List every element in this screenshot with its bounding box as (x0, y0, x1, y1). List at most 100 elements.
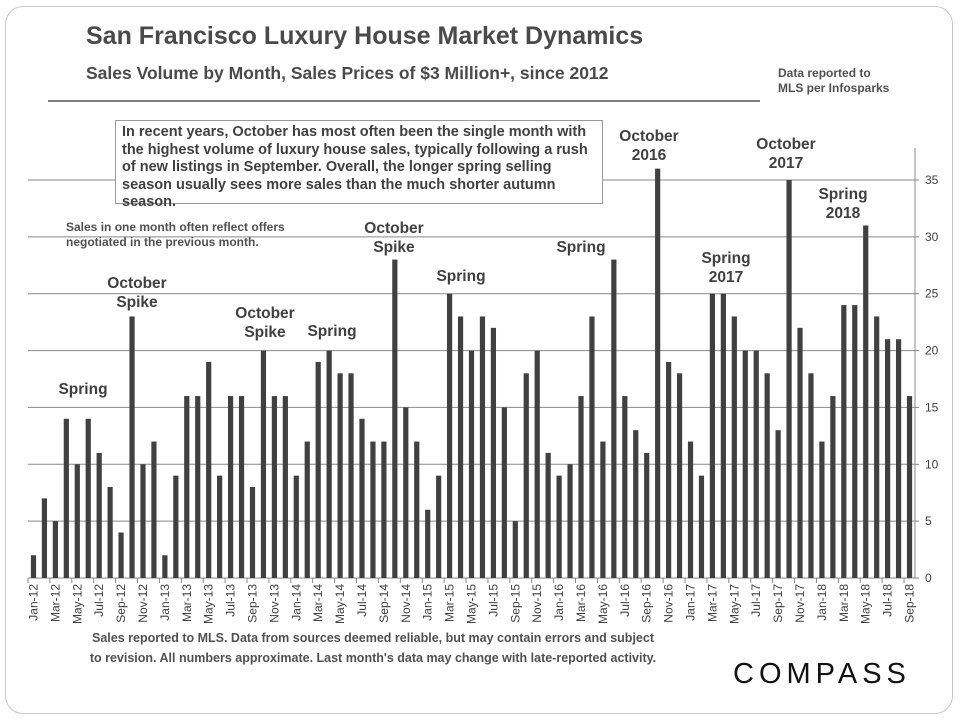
bar-Apr-16 (589, 316, 595, 578)
bar-Nov-12 (140, 464, 146, 578)
bar-Mar-17 (709, 293, 716, 578)
annotation-line: 2018 (825, 205, 861, 222)
bar-Jun-16 (611, 259, 617, 578)
bar-Mar-14 (315, 361, 321, 578)
bar-Dec-16 (676, 373, 683, 578)
bar-Nov-13 (271, 396, 277, 578)
x-tick-label: Sep-14 (377, 584, 391, 623)
bar-Feb-18 (830, 396, 836, 578)
slide-frame (5, 6, 953, 714)
x-tick-label: Mar-13 (180, 584, 194, 622)
bar-Feb-14 (304, 441, 310, 578)
x-tick-label: Mar-14 (311, 584, 325, 622)
x-tick-label: May-18 (859, 584, 873, 624)
y-tick-label: 10 (925, 457, 939, 471)
x-tick-label: Nov-17 (793, 584, 807, 623)
bar-May-17 (731, 316, 737, 578)
footer-line-2: to revision. All numbers approximate. La… (89, 651, 657, 665)
annotation-line: Spring (436, 268, 486, 285)
bar-Oct-14 (392, 259, 398, 578)
bar-Sep-13 (249, 487, 256, 578)
offer-note: Sales in one month often reflect offers … (66, 220, 285, 250)
x-tick-label: Nov-14 (399, 584, 413, 623)
bar-Nov-16 (666, 361, 672, 578)
bar-Jan-13 (162, 555, 168, 578)
annotation-line: 2017 (768, 155, 804, 172)
bar-Feb-17 (698, 475, 705, 578)
bar-Mar-13 (184, 396, 190, 578)
footer-disclaimer: Sales reported to MLS. Data from sources… (60, 628, 686, 668)
x-tick-label: Jul-18 (881, 584, 895, 617)
y-tick-label: 0 (925, 571, 932, 585)
bar-Jul-12 (96, 452, 102, 578)
page-subtitle: Sales Volume by Month, Sales Prices of $… (86, 63, 609, 83)
bar-May-16 (600, 441, 606, 578)
annotation-october-2017: October 2017 (756, 135, 815, 173)
bar-Sep-18 (906, 396, 913, 578)
x-tick-label: Mar-12 (48, 584, 62, 622)
bar-Apr-15 (457, 316, 464, 578)
bar-Feb-15 (436, 475, 442, 578)
y-tick-label: 5 (925, 514, 932, 528)
bar-Jul-14 (359, 418, 365, 578)
x-tick-label: Jan-16 (552, 584, 566, 621)
annotation-line: Spike (373, 239, 415, 256)
annotation-october-spike-2013: October Spike (235, 304, 294, 342)
annotation-line: Spring (556, 239, 606, 256)
bar-Mar-16 (578, 396, 584, 578)
bar-Sep-16 (644, 452, 650, 578)
annotation-line: Spike (116, 294, 158, 311)
x-tick-label: Nov-12 (136, 584, 150, 623)
bar-Jul-15 (490, 327, 497, 578)
bar-Jun-15 (479, 316, 486, 578)
bar-Dec-14 (414, 441, 420, 578)
bar-Feb-16 (567, 464, 573, 578)
y-tick-label: 30 (925, 230, 939, 244)
bar-Aug-16 (633, 430, 639, 578)
bar-Jul-13 (227, 396, 234, 578)
y-tick-label: 20 (925, 344, 939, 358)
x-tick-label: Jan-13 (158, 584, 172, 621)
bar-Sep-15 (512, 521, 518, 578)
annotation-line: Spring (701, 250, 751, 267)
annotation-line: Spring (818, 186, 868, 203)
bar-Oct-12 (129, 316, 135, 578)
bar-Jun-17 (742, 350, 748, 578)
bar-Nov-17 (797, 327, 803, 578)
annotation-october-2016: October 2016 (619, 127, 678, 165)
bar-Dec-17 (808, 373, 814, 578)
bar-May-12 (74, 464, 80, 578)
y-tick-label: 35 (925, 173, 939, 187)
bar-Jan-16 (556, 475, 562, 578)
bar-Jan-18 (819, 441, 825, 578)
annotation-spring-2018: Spring 2018 (818, 185, 867, 223)
annotation-line: October (364, 220, 424, 237)
y-tick-label: 15 (925, 400, 939, 414)
bar-Aug-17 (764, 373, 770, 578)
annotation-spring-2012: Spring (58, 380, 107, 399)
x-tick-label: May-13 (202, 584, 216, 624)
bar-Mar-15 (446, 293, 453, 578)
bar-Oct-16 (655, 168, 661, 578)
x-tick-label: Mar-15 (443, 584, 457, 622)
bar-Apr-12 (63, 418, 69, 578)
x-tick-label: Mar-17 (705, 584, 719, 622)
bar-Jun-13 (217, 475, 223, 578)
callout-box: In recent years, October has most often … (115, 120, 603, 210)
x-tick-label: Nov-16 (662, 584, 676, 623)
annotation-october-spike-2014: October Spike (364, 219, 423, 257)
source-note: Data reported to MLS per Infosparks (778, 66, 889, 96)
bar-Apr-17 (720, 293, 726, 578)
x-tick-label: Nov-13 (267, 584, 281, 623)
x-tick-label: Sep-18 (903, 584, 917, 623)
annotation-line: October (107, 275, 167, 292)
x-tick-label: Jan-17 (684, 584, 698, 621)
x-tick-label: Jan-18 (815, 584, 829, 621)
annotation-october-spike-2012: October Spike (107, 274, 166, 312)
bar-May-15 (468, 350, 475, 578)
compass-logo: COMPASS (733, 658, 911, 690)
bar-Jul-17 (753, 350, 759, 578)
bar-Oct-15 (523, 373, 529, 578)
bar-Jun-18 (874, 316, 880, 578)
